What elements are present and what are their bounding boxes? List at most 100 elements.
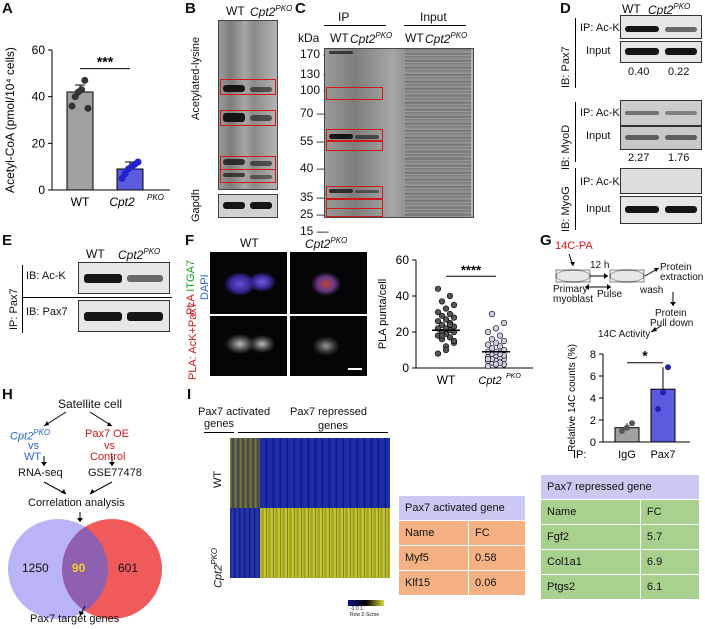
y-axis-label: Relative 14C counts (%) [567, 344, 578, 452]
f-image-wt-bottom [210, 316, 287, 376]
e-ko-label: Cpt2PKO [118, 247, 161, 262]
h-gse: GSE77478 [88, 467, 142, 479]
tick-label: 40 [32, 90, 46, 104]
c-wt2-label: WT [405, 31, 424, 45]
category-label-sup: PKO [506, 373, 521, 380]
table-row: Ptgs2 6.1 [540, 574, 701, 600]
c-ip-label: IP [338, 10, 350, 24]
table-row: Myf5 0.58 [397, 545, 526, 571]
y-axis-label: Acetyl-CoA (pmol/10⁴ cells) [3, 47, 17, 193]
d-input2: Input [586, 130, 611, 142]
act-fc-head: FC [468, 520, 526, 546]
bar [650, 388, 676, 443]
i-activated: Pax7 activated [198, 406, 271, 418]
d-ib3-label: IB: MyoG [560, 186, 572, 232]
d-ipack2: IP: Ac-K [580, 107, 620, 119]
rep-gene: Ptgs2 [540, 574, 641, 600]
category-label: Cpt2 [109, 195, 135, 209]
panel-h-diagram [8, 411, 162, 619]
data-point [434, 309, 442, 316]
category-label: Pax7 [650, 449, 675, 461]
f-pla2-text: PLA: AcK+Pax7 [187, 302, 199, 380]
tick-label: 0 [402, 361, 409, 375]
tick-label: 20 [32, 136, 46, 150]
d-ipack1: IP: Ac-K [580, 22, 620, 34]
b-acetyl-blot [218, 20, 278, 190]
e-blot-pax7 [78, 300, 170, 332]
ip-label: IP: [573, 449, 586, 461]
panel-g-chart: 0 2 4 6 8 Relative 14C counts (%) * IP: IgG Pax7 [567, 344, 690, 461]
marker-label: 25 — [300, 207, 329, 221]
data-point [134, 158, 142, 166]
rep-gene: Col1a1 [540, 549, 641, 575]
b-gapdh-blot [218, 194, 278, 218]
i-zscore: Row Z-Score [350, 612, 380, 618]
rep-gene: Fgf2 [540, 524, 641, 550]
act-fc: 0.58 [468, 545, 526, 571]
panel-label-a: A [2, 0, 13, 17]
h-cpt2: Cpt2PKO [10, 428, 51, 443]
table-row: Fgf2 5.7 [540, 524, 701, 550]
rep-fc: 5.7 [639, 524, 701, 550]
d-input1: Input [586, 45, 611, 57]
f-image-wt-top [210, 252, 287, 314]
d-blot-myod-ip [620, 100, 702, 126]
d-blot-myod-input [620, 126, 702, 150]
tick-label: 60 [32, 43, 46, 57]
h-right-count: 601 [118, 561, 139, 575]
category-label-sup: PKO [147, 193, 164, 202]
d-q1a: 0.40 [628, 66, 650, 78]
d-blot-pax7-input [620, 41, 702, 63]
act-fc: 0.06 [468, 570, 526, 596]
data-point [78, 86, 86, 94]
data-point [438, 332, 446, 339]
category-label: IgG [618, 449, 636, 461]
act-gene: Myf5 [397, 545, 470, 571]
data-point [488, 310, 496, 318]
data-point [81, 76, 89, 84]
c-ko-label: Cpt2PKO [350, 31, 393, 46]
table-row: Col1a1 6.9 [540, 549, 701, 575]
d-q1b: 0.22 [668, 66, 690, 78]
d-blot-myog-input [620, 196, 702, 224]
h-vs1: vs [28, 440, 39, 452]
h-overlap-count: 90 [72, 561, 86, 575]
panel-label-e: E [2, 232, 13, 249]
g-activity-label: 14C Activity [598, 329, 651, 340]
data-point [496, 332, 504, 339]
g-primary-label: Primary [553, 284, 588, 295]
panel-label-h: H [2, 386, 13, 403]
repressed-gene-table: Pax7 repressed gene Name FC Fgf2 5.7 Col1a… [540, 474, 701, 600]
h-left-count: 1250 [22, 561, 49, 575]
b-ko-label: Cpt2PKO [250, 4, 293, 19]
marker-label: 55 — [300, 134, 329, 148]
marker-label: 35 — [300, 190, 329, 204]
panel-label-g: G [540, 232, 552, 249]
g-pulse-label: Pulse [597, 289, 623, 300]
d-ib2-label: IB: MyoD [560, 124, 572, 170]
f-image-ko-top [290, 252, 367, 314]
c-ko2-label: Cpt2PKO [425, 31, 468, 46]
marker-label: 15 — [300, 224, 329, 238]
category-label: Cpt2 [478, 375, 501, 387]
tick-label: 0 [38, 183, 45, 197]
table-row: Klf15 0.06 [397, 570, 526, 596]
g-myoblast-label: myoblast [553, 294, 594, 305]
act-gene: Klf15 [397, 570, 470, 596]
d-q2a: 2.27 [628, 152, 650, 164]
data-point [484, 341, 492, 348]
e-ib1-label: IB: Ac-K [26, 270, 66, 282]
g-12h-label: 12 h [590, 260, 610, 271]
category-label: WT [71, 195, 90, 209]
c-input-label: Input [420, 10, 447, 24]
data-point [438, 312, 446, 319]
panel-label-c: C [295, 0, 306, 17]
b-wt-label: WT [226, 4, 245, 18]
data-point [500, 337, 508, 345]
rep-fc-head: FC [639, 499, 701, 525]
h-satellite: Satellite cell [58, 397, 123, 411]
d-wt-label: WT [622, 2, 641, 16]
data-point [660, 389, 666, 396]
rep-name-head: Name [540, 499, 641, 525]
data-point [500, 319, 508, 327]
